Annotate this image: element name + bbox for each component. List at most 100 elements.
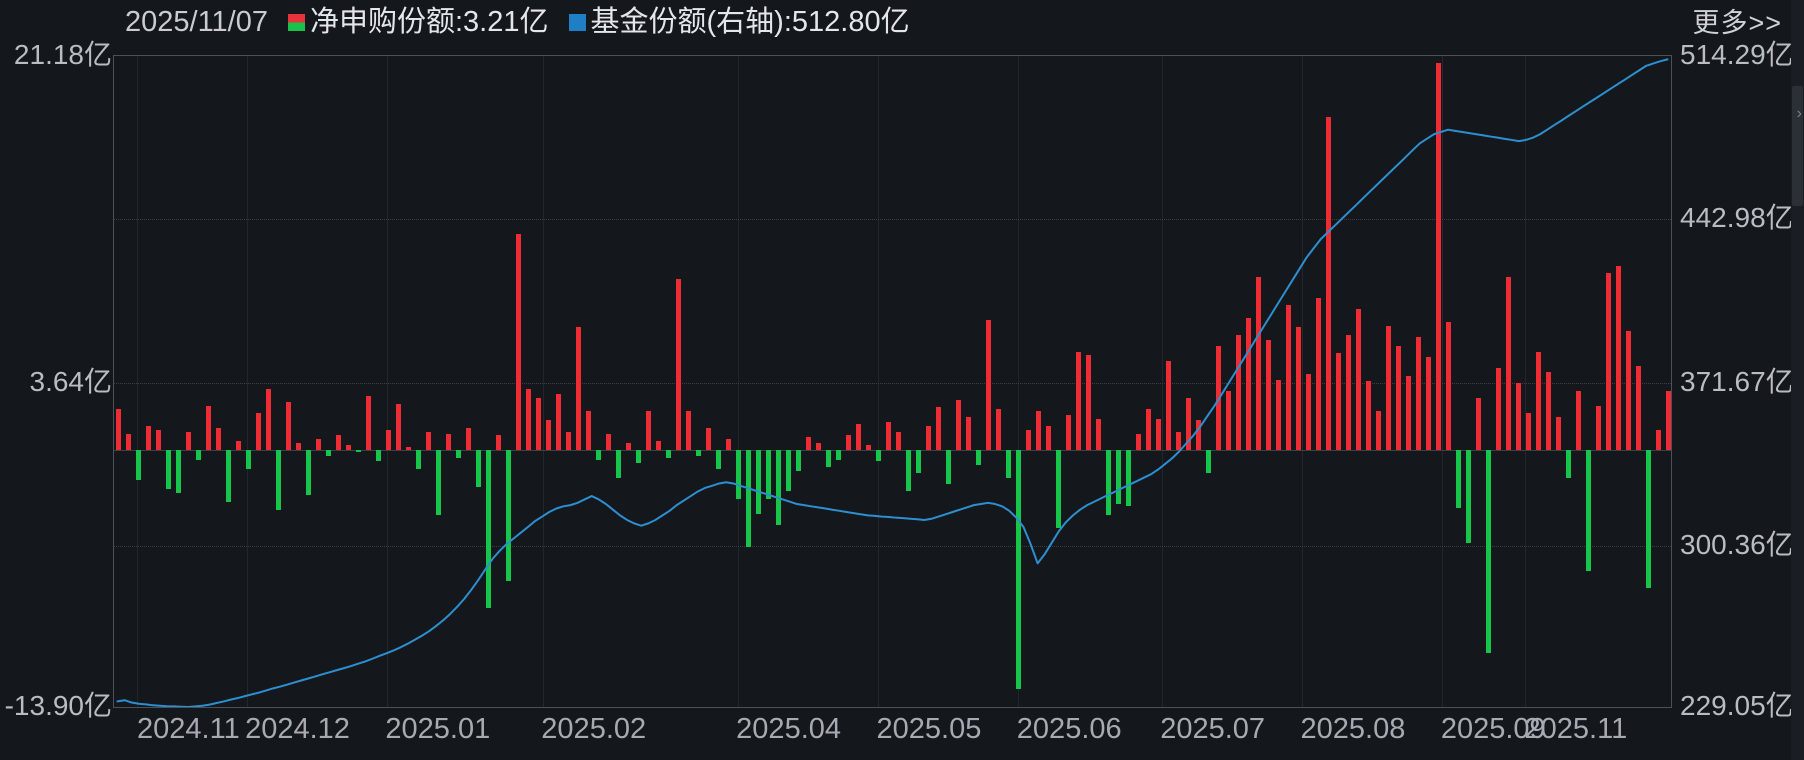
bar — [816, 442, 822, 451]
bar — [146, 426, 152, 451]
x-axis-tick: 2025.05 — [876, 713, 982, 745]
bar — [286, 401, 292, 451]
bar — [236, 440, 242, 451]
bar — [1605, 273, 1611, 451]
bar — [546, 420, 552, 451]
bar — [496, 435, 502, 451]
bar — [166, 450, 172, 490]
chart-plot-area[interactable] — [113, 55, 1672, 708]
bar — [1325, 117, 1331, 451]
bar — [646, 411, 652, 451]
bar — [406, 446, 412, 451]
bar — [1645, 450, 1651, 588]
bar — [1195, 420, 1201, 451]
bar — [1265, 340, 1271, 451]
bar — [1205, 450, 1211, 473]
bar — [176, 450, 182, 494]
legend-item-fund-shares[interactable]: 基金份额(右轴):512.80亿 — [568, 4, 910, 40]
bar — [1285, 305, 1291, 451]
bar — [636, 450, 642, 464]
bar — [1275, 379, 1281, 451]
bar — [776, 450, 782, 525]
chevron-right-icon[interactable]: › — [1796, 105, 1802, 122]
bar — [606, 433, 612, 451]
bar — [1425, 357, 1431, 451]
bar — [536, 398, 542, 451]
bar — [985, 319, 991, 451]
bar — [935, 407, 941, 451]
bar — [1345, 334, 1351, 451]
y-axis-right-tick: 514.29亿 — [1680, 39, 1794, 70]
bar — [1535, 351, 1541, 451]
bar — [586, 411, 592, 451]
bar — [1545, 372, 1551, 451]
y-axis-left-tick: -13.90亿 — [4, 690, 112, 721]
bar — [1465, 450, 1471, 544]
bar — [1185, 398, 1191, 451]
scrollbar-thumb[interactable] — [1792, 86, 1803, 206]
bar — [1335, 353, 1341, 451]
y-axis-right-tick: 229.05亿 — [1680, 690, 1794, 721]
legend-label-fund-shares: 基金份额(右轴):512.80亿 — [590, 6, 910, 38]
bar — [876, 450, 881, 462]
y-axis-right-tick: 300.36亿 — [1680, 528, 1794, 560]
x-gridline — [246, 56, 248, 707]
bar — [386, 429, 392, 451]
zero-baseline — [114, 450, 1671, 452]
bar — [266, 388, 272, 451]
x-gridline — [1442, 56, 1444, 707]
bar — [1305, 373, 1311, 451]
bar — [1455, 450, 1461, 508]
bar — [616, 450, 622, 479]
bar — [1405, 375, 1411, 451]
bar — [1135, 433, 1141, 451]
bar — [556, 394, 562, 451]
bar — [1625, 331, 1631, 451]
bar — [736, 450, 742, 499]
chart-header: 2025/11/07 净申购份额:3.21亿 基金份额(右轴):512.80亿 … — [0, 0, 1804, 46]
hover-date-label: 2025/11/07 — [125, 6, 268, 38]
bar — [1655, 429, 1661, 451]
bar — [1475, 398, 1481, 451]
bar — [706, 427, 712, 451]
bar — [1575, 390, 1581, 451]
bar — [666, 450, 672, 458]
bar — [296, 442, 302, 451]
bar — [1515, 383, 1521, 451]
bar — [866, 444, 872, 451]
bar — [336, 435, 342, 451]
legend-item-net-subscription[interactable]: 净申购份额:3.21亿 — [288, 4, 549, 40]
bar — [396, 403, 402, 451]
bar — [1075, 351, 1081, 451]
bar — [1065, 414, 1071, 451]
bar — [905, 450, 911, 492]
bar — [436, 450, 442, 516]
bar — [1415, 336, 1421, 451]
bar — [1665, 390, 1671, 451]
bar — [806, 437, 812, 451]
x-axis-tick: 2024.12 — [245, 713, 350, 745]
x-gridline — [877, 56, 879, 707]
bar — [1595, 405, 1601, 451]
x-axis-tick: 2025.11 — [1524, 713, 1628, 745]
bar — [1175, 431, 1181, 451]
bar — [676, 279, 682, 451]
bar — [1145, 409, 1151, 451]
bar — [446, 433, 452, 451]
x-axis-tick: 2024.11 — [137, 713, 240, 745]
bar — [476, 450, 482, 488]
vertical-scrollbar[interactable]: › — [1791, 0, 1804, 760]
bar — [1165, 360, 1171, 451]
blue-square-icon — [568, 13, 586, 31]
bar — [895, 431, 901, 451]
bar — [1355, 308, 1361, 451]
bar — [326, 450, 332, 456]
bar — [516, 234, 522, 451]
bar — [925, 426, 931, 451]
bar — [846, 435, 852, 451]
more-link[interactable]: 更多>> — [1692, 8, 1782, 38]
x-gridline — [1524, 56, 1526, 707]
bar — [856, 424, 862, 451]
bar — [116, 409, 122, 451]
bar — [1095, 418, 1101, 451]
